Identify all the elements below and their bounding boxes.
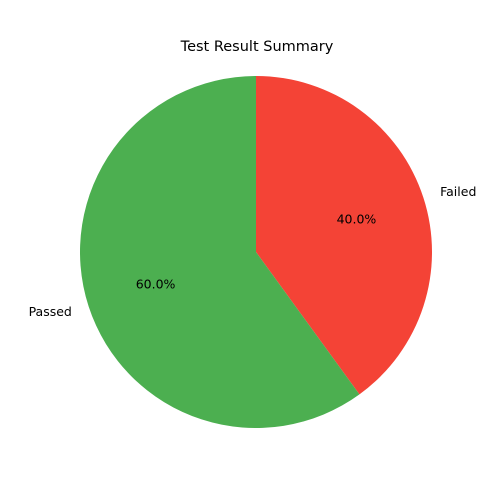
pie-slice-failed (256, 76, 432, 395)
pie-category-label-passed: Passed (29, 304, 72, 319)
pie-pct-label-failed: 40.0% (337, 211, 377, 226)
pie-slice-passed (79, 76, 360, 429)
pie-category-label-failed: Failed (440, 184, 476, 199)
pie-pct-label-passed: 60.0% (136, 277, 176, 292)
pie-labels: 40.0% Failed 60.0% Passed (29, 184, 477, 319)
pie-slices (79, 76, 432, 429)
chart-title: Test Result Summary (180, 39, 334, 55)
